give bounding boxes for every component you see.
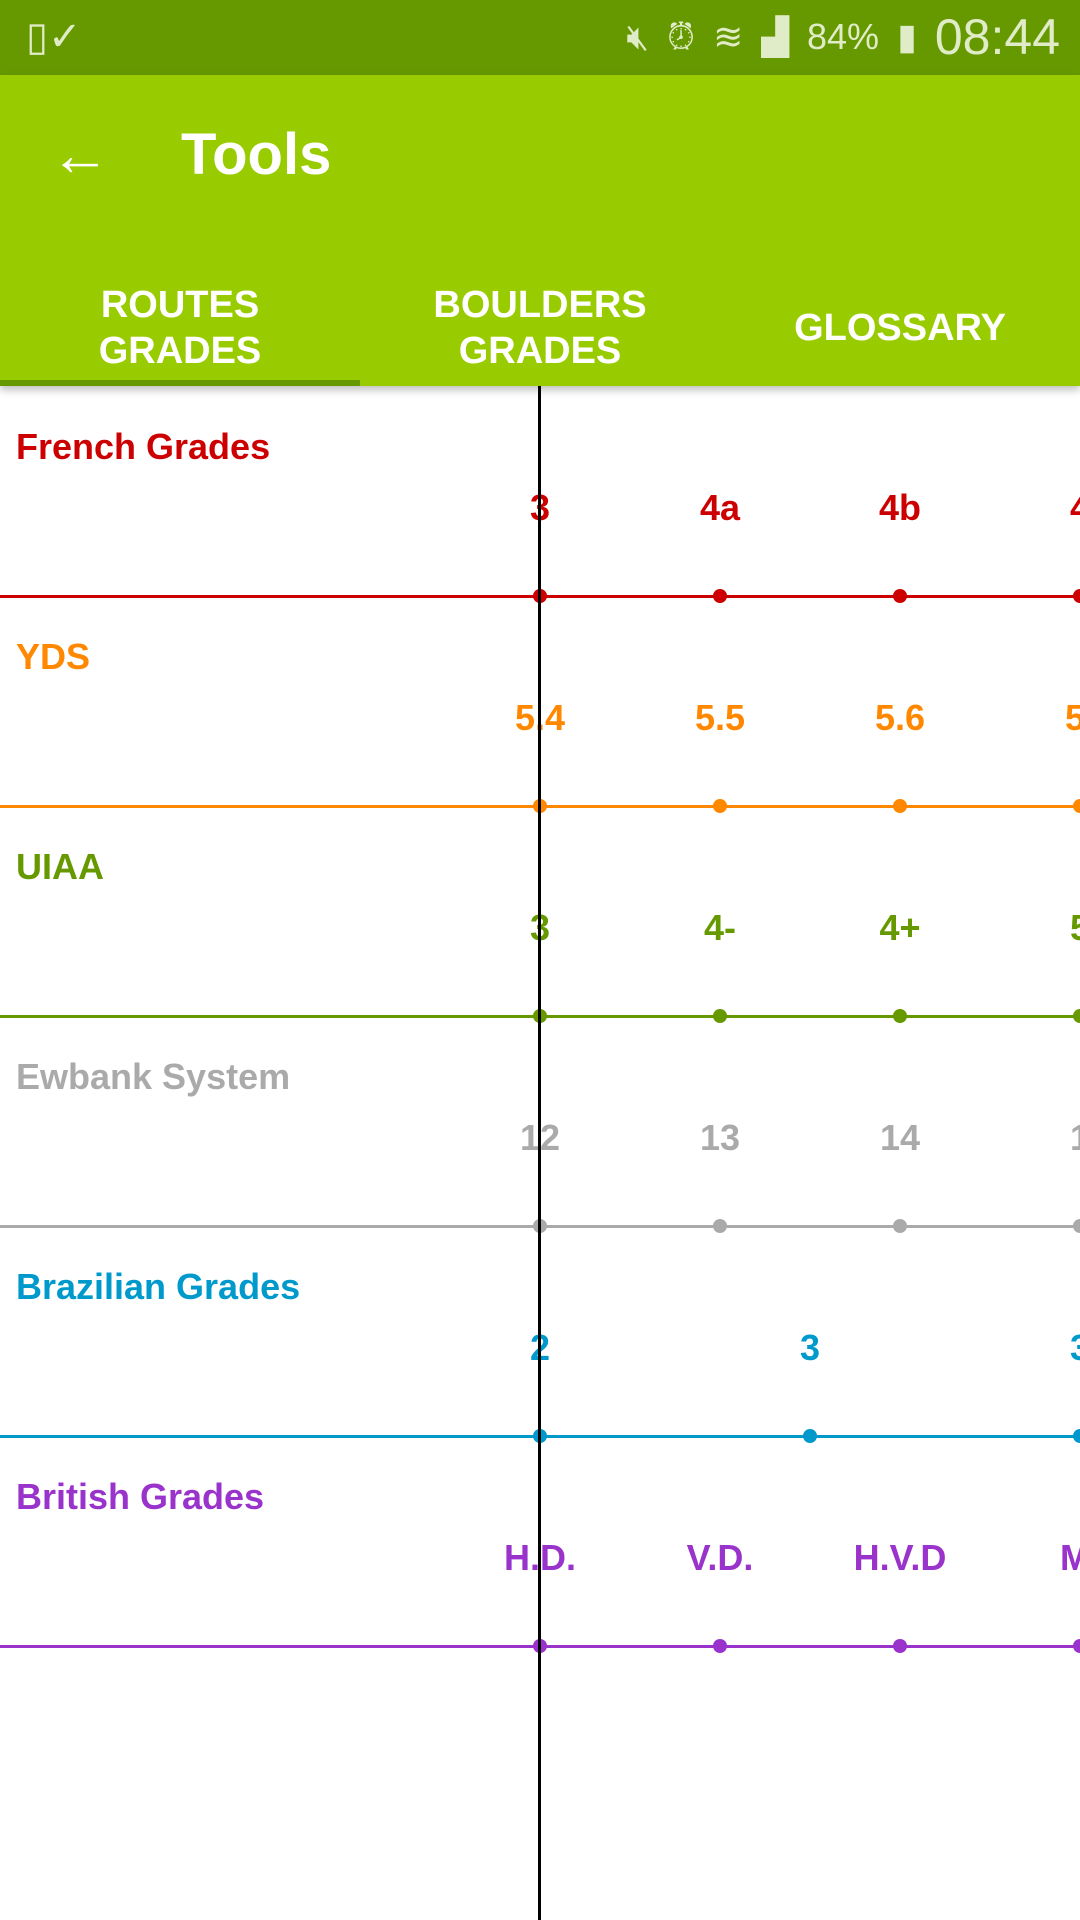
wifi-icon: ≋: [713, 16, 744, 57]
tab-boulders-grades[interactable]: BOULDERS GRADES: [433, 284, 647, 372]
battery-charging-icon: ▮: [897, 16, 917, 57]
grade-point: [713, 589, 727, 603]
grade-label: 5: [980, 907, 1080, 949]
grade-point: [1073, 1639, 1080, 1653]
tab-routes-grades[interactable]: ROUTES GRADES: [98, 284, 262, 372]
grade-label: 14: [879, 1117, 921, 1158]
grade-label: 4b: [878, 487, 921, 528]
grade-point: [713, 1639, 727, 1653]
page-title: Tools: [181, 122, 332, 187]
status-bar: ▯✓ 🔇︎ ⏰︎ ≋ ▟ 84% ▮ 08:44: [0, 0, 1080, 75]
toolbar: ← Tools ROUTES GRADES BOULDERS GRADES GL…: [0, 75, 1080, 386]
grade-label: 1: [980, 1117, 1080, 1159]
grade-label: H.V.D: [853, 1537, 947, 1578]
grade-label: 13: [699, 1117, 741, 1158]
grade-point: [713, 1009, 727, 1023]
reference-line[interactable]: [538, 386, 541, 1920]
screenshot-icon: ▯✓: [26, 15, 82, 59]
row-title-ewbank-system: Ewbank System: [16, 1056, 291, 1097]
grade-point: [1073, 799, 1080, 813]
grade-point: [713, 799, 727, 813]
row-title-brazilian-grades: Brazilian Grades: [16, 1266, 301, 1307]
grade-label: 5.: [1064, 697, 1080, 738]
grade-point: [893, 1639, 907, 1653]
grade-point: [893, 1219, 907, 1233]
row-title-uiaa: UIAA: [16, 846, 104, 887]
grade-point: [1073, 589, 1080, 603]
grades-chart[interactable]: French Grades34a4b4YDS5.45.55.65.UIAA34-…: [0, 386, 1080, 1920]
signal-icon: ▟: [761, 16, 789, 57]
grade-point: [803, 1429, 817, 1443]
mute-vibrate-icon: 🔇︎: [626, 15, 650, 57]
clock: 08:44: [934, 9, 1060, 65]
grade-label: 4+: [879, 907, 921, 948]
grade-label: 3: [799, 1327, 821, 1368]
grade-label: V.D.: [686, 1537, 754, 1578]
grade-label: 4: [980, 487, 1080, 529]
battery-percent: 84%: [807, 16, 880, 57]
grade-label: 5.5: [694, 697, 746, 738]
grade-point: [1073, 1009, 1080, 1023]
grade-point: [893, 799, 907, 813]
grade-label: M.: [1060, 1537, 1080, 1578]
grade-point: [713, 1219, 727, 1233]
grade-point: [893, 589, 907, 603]
grade-point: [1073, 1429, 1080, 1443]
grade-label: 4-: [703, 907, 736, 948]
arrow-left-icon[interactable]: ←: [50, 121, 110, 188]
row-title-yds: YDS: [16, 636, 91, 677]
grade-label: 3: [980, 1327, 1080, 1369]
alarm-icon: ⏰︎: [667, 15, 696, 57]
grade-point: [893, 1009, 907, 1023]
tab-glossary[interactable]: GLOSSARY: [794, 307, 1006, 349]
row-title-british-grades: British Grades: [16, 1476, 265, 1517]
tab-indicator: [0, 380, 360, 386]
grade-label: 4a: [699, 487, 741, 528]
grade-label: 5.6: [874, 697, 926, 738]
row-title-french-grades: French Grades: [16, 426, 271, 467]
grade-point: [1073, 1219, 1080, 1233]
